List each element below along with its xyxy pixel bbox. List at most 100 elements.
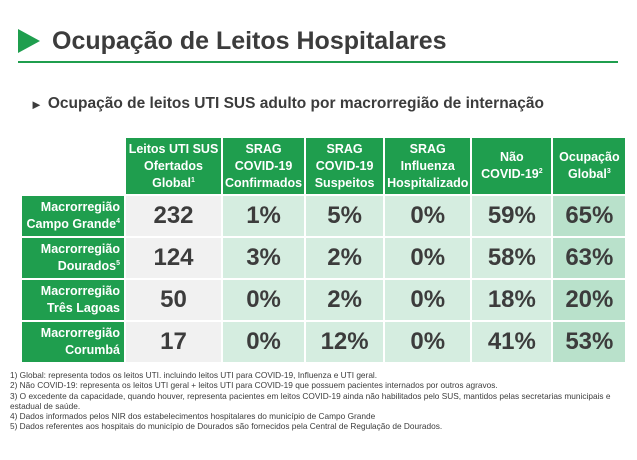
header-line-text: Macrorregião xyxy=(40,242,120,256)
table-cell: 12% xyxy=(306,322,384,362)
footnote-ref: 2 xyxy=(538,167,543,175)
table-cell: 1% xyxy=(223,196,305,236)
header-line: Confirmados xyxy=(225,175,302,192)
table-cell: 124 xyxy=(126,238,221,278)
header-line: Global1 xyxy=(128,175,219,192)
header-row: Leitos UTI SUS Ofertados Global1 SRAG COVID… xyxy=(22,138,626,194)
table-cell: 2% xyxy=(306,238,384,278)
header-line: Macrorregião xyxy=(26,325,120,342)
title-divider xyxy=(18,61,618,63)
header-line: SRAG xyxy=(225,141,302,158)
header-line: Macrorregião xyxy=(26,199,120,216)
table-cell: 58% xyxy=(472,238,552,278)
table-cell: 0% xyxy=(223,280,305,320)
header-line: Global3 xyxy=(555,166,623,183)
footnote-ref: 4 xyxy=(116,217,120,225)
header-line: Corumbá xyxy=(26,342,120,359)
header-line: Macrorregião xyxy=(26,283,120,300)
header-line-text: Macrorregião xyxy=(40,326,120,340)
row-header: Macrorregião Campo Grande4 xyxy=(22,196,124,236)
footnote-ref: 3 xyxy=(606,167,611,175)
footnote: 5) Dados referentes aos hospitais do mun… xyxy=(10,421,443,432)
play-triangle-icon xyxy=(18,29,40,53)
table-cell: 0% xyxy=(223,322,305,362)
table-row: Macrorregião Campo Grande4 232 1% 5% 0% 5… xyxy=(22,196,626,236)
small-triangle-icon: ► xyxy=(30,96,43,112)
table-cell: 65% xyxy=(553,196,626,236)
table-cell: 3% xyxy=(223,238,305,278)
header-line: Ocupação xyxy=(555,149,623,166)
row-header: Macrorregião Corumbá xyxy=(22,322,124,362)
column-header: SRAG COVID-19 Suspeitos xyxy=(306,138,384,194)
header-line: Não xyxy=(474,149,549,166)
footnote-ref: 5 xyxy=(116,259,120,267)
header-line: Leitos UTI SUS xyxy=(128,141,219,158)
table-cell: 63% xyxy=(553,238,626,278)
table-cell: 18% xyxy=(472,280,552,320)
column-header: Leitos UTI SUS Ofertados Global1 xyxy=(126,138,221,194)
header-line-text: Confirmados xyxy=(225,175,303,190)
header-line-text: Hospitalizado xyxy=(387,175,469,190)
footnote: 1) Global: representa todos os leitos UT… xyxy=(10,370,378,380)
header-line: COVID-19 xyxy=(308,158,381,175)
header-line-text: Dourados xyxy=(57,259,117,273)
header-line: Suspeitos xyxy=(308,175,381,192)
table-cell: 17 xyxy=(126,322,221,362)
header-line: Campo Grande4 xyxy=(26,216,120,233)
title-row: Ocupação de Leitos Hospitalares xyxy=(18,24,447,58)
column-header: SRAG Influenza Hospitalizado xyxy=(385,138,471,194)
column-header: SRAG COVID-19 Confirmados xyxy=(223,138,305,194)
table-cell: 59% xyxy=(472,196,552,236)
header-line-text: Macrorregião xyxy=(40,284,120,298)
row-header: Macrorregião Três Lagoas xyxy=(22,280,124,320)
table-row: Macrorregião Corumbá 17 0% 12% 0% 41% 53% xyxy=(22,322,626,362)
column-header: Não COVID-192 xyxy=(472,138,552,194)
table-row: Macrorregião Dourados5 124 3% 2% 0% 58% 6… xyxy=(22,238,626,278)
table-cell: 0% xyxy=(385,238,471,278)
header-line-text: Global xyxy=(567,167,607,181)
table-cell: 20% xyxy=(553,280,626,320)
header-line-text: Não xyxy=(500,150,524,164)
footnote: 2) Não COVID-19: representa os leitos UT… xyxy=(10,380,498,391)
header-line-text: Corumbá xyxy=(65,343,120,357)
table-cell: 50 xyxy=(126,280,221,320)
column-header: Ocupação Global3 xyxy=(553,138,626,194)
section-subtitle: Ocupação de leitos UTI SUS adulto por ma… xyxy=(47,95,544,112)
header-line-text: SRAG xyxy=(245,141,282,156)
row-header: Macrorregião Dourados5 xyxy=(22,238,124,278)
table-cell: 0% xyxy=(385,322,471,362)
header-line-text: SRAG xyxy=(326,141,363,156)
table-cell: 5% xyxy=(306,196,384,236)
table-cell: 0% xyxy=(385,280,471,320)
header-line-text: SRAG xyxy=(409,141,446,156)
header-line: SRAG xyxy=(308,141,381,158)
header-line: Três Lagoas xyxy=(26,300,120,317)
table-cell: 232 xyxy=(126,196,221,236)
header-line-text: Leitos UTI SUS xyxy=(128,141,219,156)
footnote-ref: 1 xyxy=(191,176,195,184)
header-line-text: Três Lagoas xyxy=(47,301,120,315)
table-cell: 41% xyxy=(472,322,552,362)
footnote: 4) Dados informados pelos NIR dos estabe… xyxy=(10,411,376,422)
header-line-text: Campo Grande xyxy=(26,217,117,231)
header-line-text: COVID-19 xyxy=(315,158,374,173)
header-line-text: Ofertados xyxy=(143,158,204,173)
header-line-text: COVID-19 xyxy=(234,158,293,173)
page-title: Ocupação de Leitos Hospitalares xyxy=(52,26,447,55)
header-line: COVID-19 xyxy=(225,158,302,175)
footnotes: 1) Global: representa todos os leitos UT… xyxy=(10,370,625,432)
header-line: COVID-192 xyxy=(474,166,549,183)
header-line: SRAG xyxy=(387,141,468,158)
header-line-text: Macrorregião xyxy=(40,200,120,214)
table-corner xyxy=(22,138,124,194)
subtitle-row: ► Ocupação de leitos UTI SUS adulto por … xyxy=(30,95,544,113)
header-line-text: Ocupação xyxy=(559,150,620,164)
table-cell: 2% xyxy=(306,280,384,320)
footnote: 3) O excedente da capacidade, quando hou… xyxy=(10,390,611,411)
header-line: Hospitalizado xyxy=(387,175,468,192)
header-line: Macrorregião xyxy=(26,241,120,258)
header-line-text: Global xyxy=(152,175,191,190)
table-cell: 0% xyxy=(385,196,471,236)
header-line-text: COVID-19 xyxy=(481,167,539,181)
occupancy-table: Leitos UTI SUS Ofertados Global1 SRAG COVID… xyxy=(20,136,627,364)
